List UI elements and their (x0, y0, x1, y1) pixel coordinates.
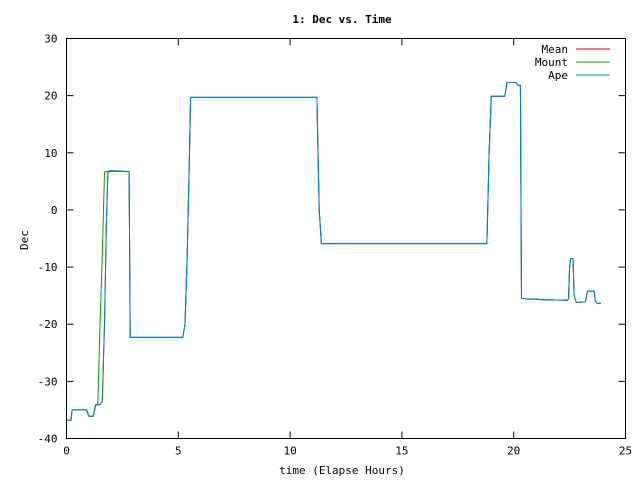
x-tick-label: 10 (283, 445, 296, 458)
x-tick-label: 15 (395, 445, 408, 458)
y-axis-label: Dec (18, 230, 31, 250)
x-tick-label: 20 (507, 445, 520, 458)
legend-label: Ape (548, 69, 568, 82)
legend-label: Mean (542, 43, 569, 56)
series-line-ape (66, 82, 601, 421)
series-layer (66, 82, 601, 421)
y-tick-label: -40 (38, 433, 58, 446)
y-tick-label: 30 (44, 33, 57, 46)
y-tick-label: 20 (44, 90, 57, 103)
y-tick-label: 10 (44, 147, 57, 160)
x-tick-label: 25 (619, 445, 632, 458)
y-tick-label: -10 (38, 261, 58, 274)
plot-frame (66, 38, 626, 439)
x-axis-label: time (Elapse Hours) (279, 464, 405, 477)
x-tick-label: 5 (175, 445, 182, 458)
y-tick-label: -30 (38, 375, 58, 388)
y-tick-label: -20 (38, 318, 58, 331)
y-tick-label: 0 (51, 204, 58, 217)
x-tick-label: 0 (63, 445, 70, 458)
legend-label: Mount (535, 56, 568, 69)
chart-title: 1: Dec vs. Time (292, 13, 392, 26)
tick-layer: 0 5 10 15 20 25 -40 -30 -20 -10 0 10 20 30 (38, 33, 633, 458)
